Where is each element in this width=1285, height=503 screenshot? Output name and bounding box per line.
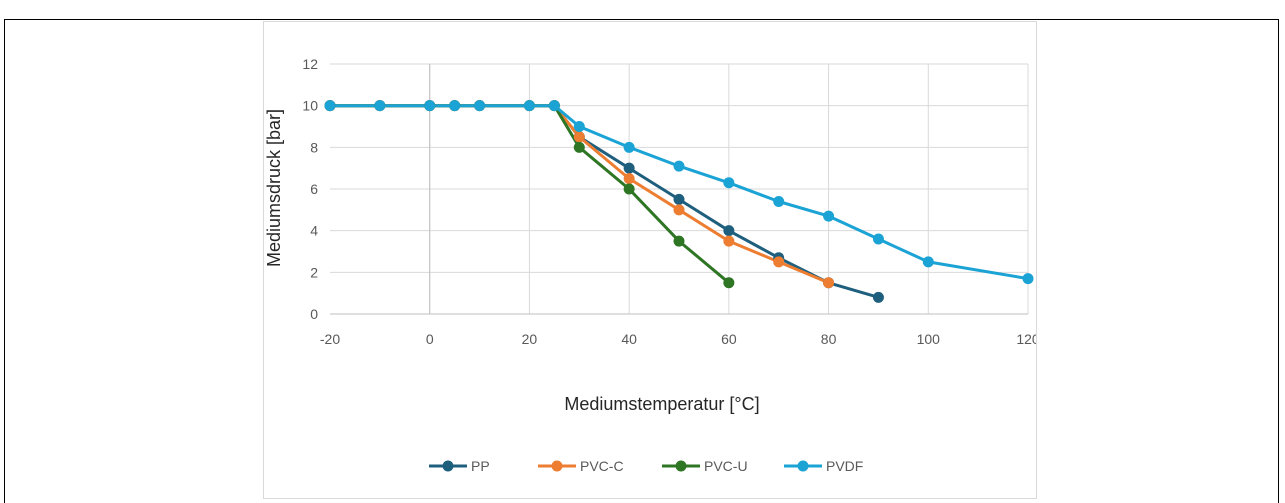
x-tick-label: 0 — [426, 331, 434, 347]
data-point-pvdf — [1022, 273, 1034, 285]
x-tick-label: 20 — [522, 331, 538, 347]
data-point-pvc-c — [673, 204, 685, 216]
data-point-pvc-c — [723, 235, 735, 247]
series-line-pvdf — [330, 104, 1029, 281]
data-point-pvc-u — [573, 141, 585, 153]
data-point-pvdf — [623, 141, 635, 153]
data-point-pp — [872, 291, 884, 303]
legend-label-pvc-c: PVC-C — [580, 458, 624, 474]
x-axis-label: Mediumstemperatur [°C] — [564, 394, 759, 414]
data-point-pvdf — [573, 121, 585, 132]
y-tick-label: 2 — [310, 264, 318, 280]
data-point-pp — [623, 162, 635, 174]
data-point-pvdf — [872, 233, 884, 245]
data-point-pvdf — [374, 100, 386, 112]
x-tick-label: 120 — [1016, 331, 1036, 347]
y-tick-label: 4 — [310, 223, 318, 239]
data-point-pvc-u — [673, 235, 685, 247]
data-point-pp — [723, 225, 735, 237]
legend-label-pp: PP — [471, 458, 490, 474]
y-tick-label: 6 — [310, 181, 318, 197]
data-point-pvc-c — [823, 277, 835, 289]
data-point-pvc-c — [773, 256, 785, 268]
grid-lines — [330, 63, 1029, 314]
legend: PP PVC-C PVC-U PVDF — [429, 458, 863, 474]
legend-swatch-marker-pvc-u — [675, 460, 687, 472]
legend-label-pvc-u: PVC-U — [704, 458, 748, 474]
data-point-pvc-c — [573, 131, 585, 143]
figure-frame — [4, 19, 1279, 503]
data-point-pvc-c — [623, 173, 635, 185]
data-point-pvdf — [449, 100, 461, 112]
data-point-pvdf — [673, 160, 685, 172]
data-point-pp — [673, 193, 685, 205]
data-point-pvdf — [773, 196, 785, 207]
chart-container: 0 2 4 6 8 10 12 -20 0 20 40 60 80 100 120 Mediumstempe… — [263, 21, 1040, 499]
data-point-pvc-u — [623, 183, 635, 195]
x-tick-label: 100 — [917, 331, 941, 347]
x-tick-label: -20 — [320, 331, 340, 347]
data-point-pvdf — [548, 100, 560, 112]
data-point-pvdf — [424, 100, 436, 112]
x-tick-label: 80 — [821, 331, 837, 347]
x-tick-label: 40 — [621, 331, 637, 347]
data-point-pvdf — [922, 256, 934, 268]
data-point-pvc-u — [723, 277, 735, 289]
legend-label-pvdf: PVDF — [826, 458, 863, 474]
y-tick-label: 12 — [302, 56, 318, 72]
data-point-pvdf — [523, 100, 535, 112]
legend-swatch-marker-pvc-c — [551, 460, 563, 472]
y-tick-label: 0 — [310, 306, 318, 322]
cropped-caption-text — [0, 0, 1285, 10]
data-point-pvdf — [823, 210, 835, 222]
legend-swatch-marker-pvdf — [797, 460, 809, 472]
data-point-pvdf — [474, 100, 486, 112]
y-tick-label: 10 — [302, 98, 318, 114]
legend-swatch-marker-pp — [442, 460, 454, 472]
y-axis-label: Mediumsdruck [bar] — [264, 109, 284, 267]
y-tick-label: 8 — [310, 139, 318, 155]
series-markers — [324, 100, 1034, 303]
x-tick-label: 60 — [721, 331, 737, 347]
data-point-pvdf — [723, 177, 735, 189]
data-point-pvdf — [324, 100, 336, 112]
